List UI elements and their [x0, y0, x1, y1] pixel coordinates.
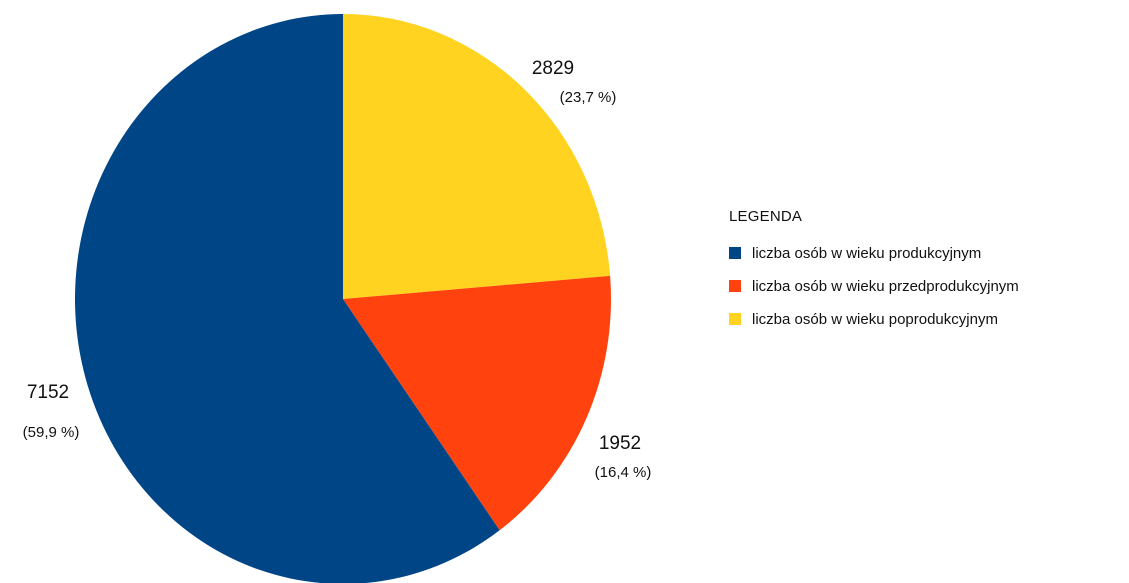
pie-slice-2	[343, 14, 611, 299]
slice-value-label-1: 1952	[599, 433, 641, 454]
legend-item-produkcyjny: liczba osób w wieku produkcyjnym	[729, 242, 1124, 264]
legend: LEGENDA liczba osób w wieku produkcyjnym…	[729, 208, 1124, 341]
legend-swatch-przedprodukcyjny	[729, 280, 741, 292]
legend-label-produkcyjny: liczba osób w wieku produkcyjnym	[752, 244, 982, 262]
legend-label-przedprodukcyjny: liczba osób w wieku przedprodukcyjnym	[752, 277, 1019, 295]
legend-title: LEGENDA	[729, 208, 803, 225]
legend-label-poprodukcyjny: liczba osób w wieku poprodukcyjnym	[752, 310, 998, 328]
pie-slice-1	[343, 275, 611, 531]
slice-percent-label-1: (16,4 %)	[595, 464, 652, 481]
slice-value-label-2: 2829	[532, 58, 574, 79]
legend-swatch-poprodukcyjny	[729, 313, 741, 325]
slice-percent-label-2: (23,7 %)	[560, 89, 617, 106]
pie-slices	[75, 14, 611, 583]
pie-slice-0	[75, 14, 500, 583]
legend-item-przedprodukcyjny: liczba osób w wieku przedprodukcyjnym	[729, 275, 1124, 297]
legend-swatch-produkcyjny	[729, 247, 741, 259]
legend-item-poprodukcyjny: liczba osób w wieku poprodukcyjnym	[729, 308, 1124, 330]
pie-labels: 7152 (59,9 %) 1952 (16,4 %) 2829 (23,7 %)	[23, 58, 652, 481]
slice-percent-label-0: (59,9 %)	[23, 424, 80, 441]
slice-value-label-0: 7152	[27, 382, 69, 403]
